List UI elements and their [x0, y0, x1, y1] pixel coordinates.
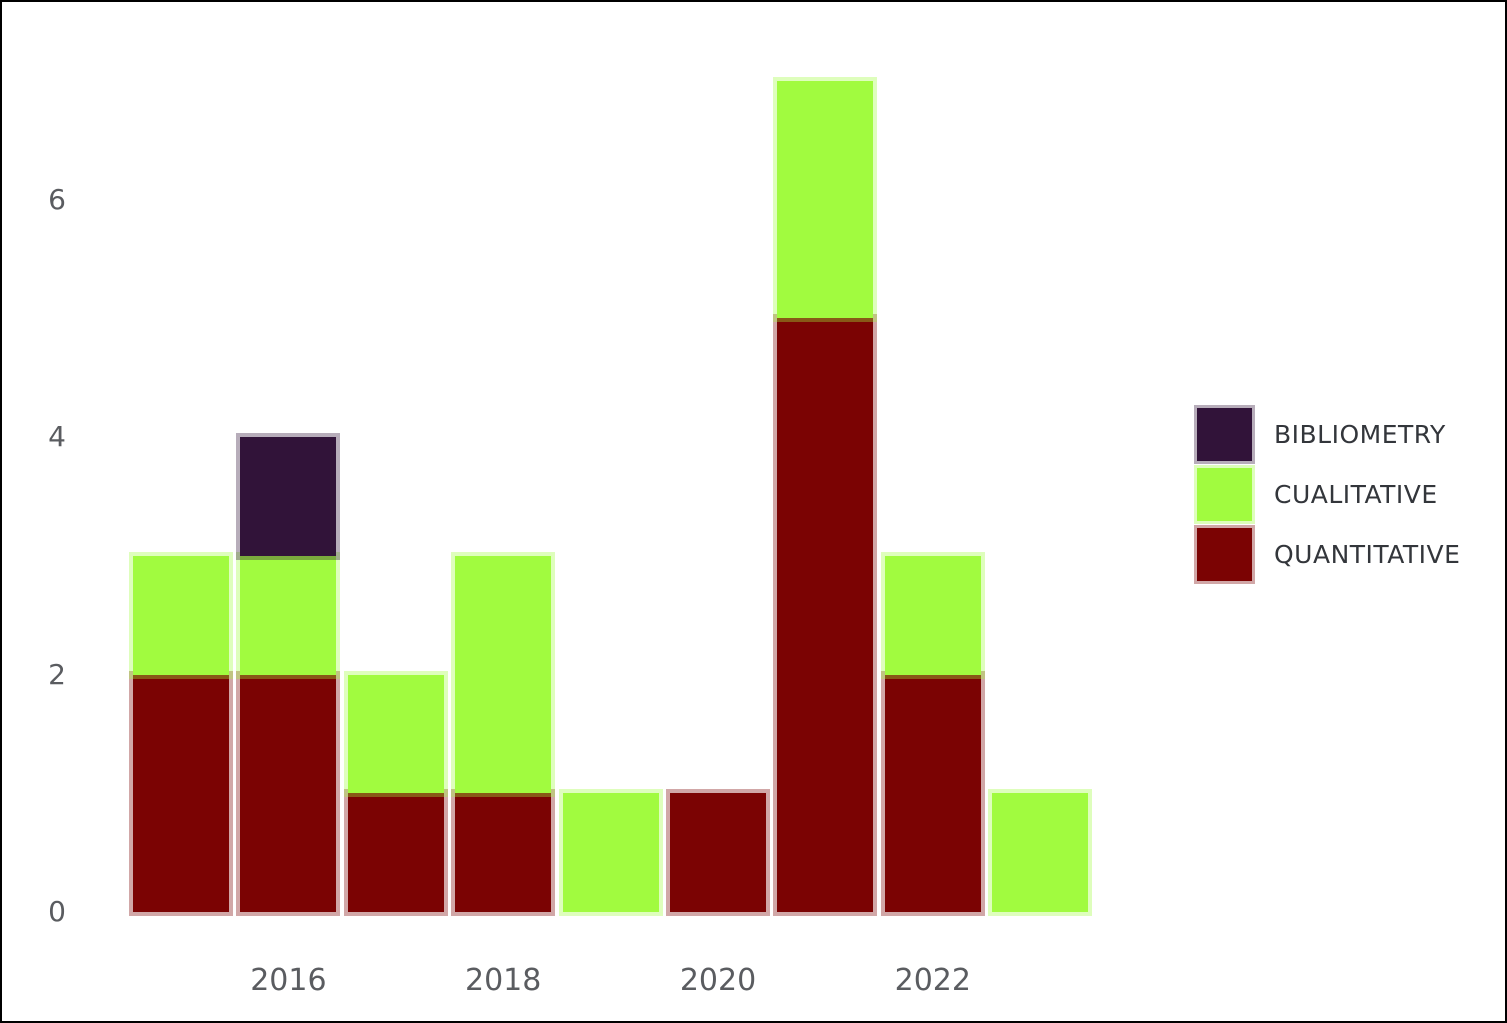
x-axis-tick-label: 2022 — [894, 963, 971, 998]
bar-segment-2020-quantitative — [670, 793, 766, 912]
y-axis-tick-label: 0 — [48, 895, 66, 928]
legend-label: CUALITATIVE — [1274, 480, 1438, 509]
legend-label: BIBLIOMETRY — [1274, 420, 1446, 449]
bar-segment-2015-cualitative — [133, 555, 229, 675]
bar-segment-2021-cualitative — [777, 80, 874, 319]
y-axis-tick-label: 2 — [48, 657, 66, 691]
bar-segment-2022-cualitative — [884, 555, 981, 675]
legend-item-bibliometry: BIBLIOMETRY — [1197, 408, 1460, 461]
bar-segment-2021-quantitative — [777, 318, 874, 912]
bar-segment-2023-cualitative — [992, 793, 1089, 912]
x-axis-tick-label: 2018 — [465, 963, 542, 998]
bar-segment-2017-cualitative — [347, 674, 444, 794]
bar-segment-2015-quantitative — [133, 674, 229, 912]
y-axis-tick-label: 6 — [48, 182, 66, 216]
legend-item-cualitative: CUALITATIVE — [1197, 468, 1460, 521]
bar-segment-2018-quantitative — [455, 793, 552, 912]
legend-label: QUANTITATIVE — [1274, 540, 1461, 569]
y-axis-tick-label: 4 — [48, 420, 66, 453]
legend-swatch-quantitative — [1197, 528, 1252, 581]
legend-swatch-cualitative — [1197, 468, 1252, 521]
x-axis-tick-label: 2016 — [250, 963, 327, 998]
bar-segment-2016-cualitative — [240, 555, 337, 675]
bar-segment-2022-quantitative — [884, 674, 981, 912]
x-axis-tick-label: 2020 — [679, 963, 757, 998]
bar-segment-2016-quantitative — [240, 674, 337, 912]
bar-segment-2017-quantitative — [347, 793, 444, 912]
legend: BIBLIOMETRY CUALITATIVE QUANTITATIVE — [1197, 408, 1460, 588]
legend-item-quantitative: QUANTITATIVE — [1197, 528, 1460, 581]
bar-segment-2019-cualitative — [562, 793, 659, 912]
bar-segment-2016-bibliometry — [240, 437, 337, 556]
legend-swatch-bibliometry — [1197, 408, 1252, 461]
bar-segment-2018-cualitative — [455, 555, 552, 794]
